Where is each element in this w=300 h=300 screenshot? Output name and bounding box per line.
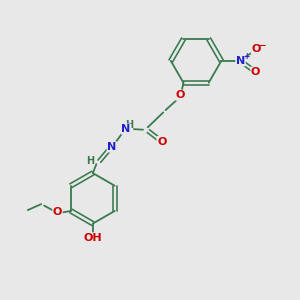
Text: +: + [243,52,249,61]
Text: N: N [236,56,245,66]
Text: O: O [53,208,62,218]
Text: N: N [107,142,116,152]
Text: O: O [251,67,260,77]
Text: O: O [251,44,261,54]
Text: H: H [125,120,133,130]
Text: H: H [86,156,94,166]
Text: N: N [122,124,131,134]
Text: O: O [157,136,167,147]
Text: −: − [258,40,266,50]
Text: O: O [176,90,185,100]
Text: OH: OH [83,233,102,243]
